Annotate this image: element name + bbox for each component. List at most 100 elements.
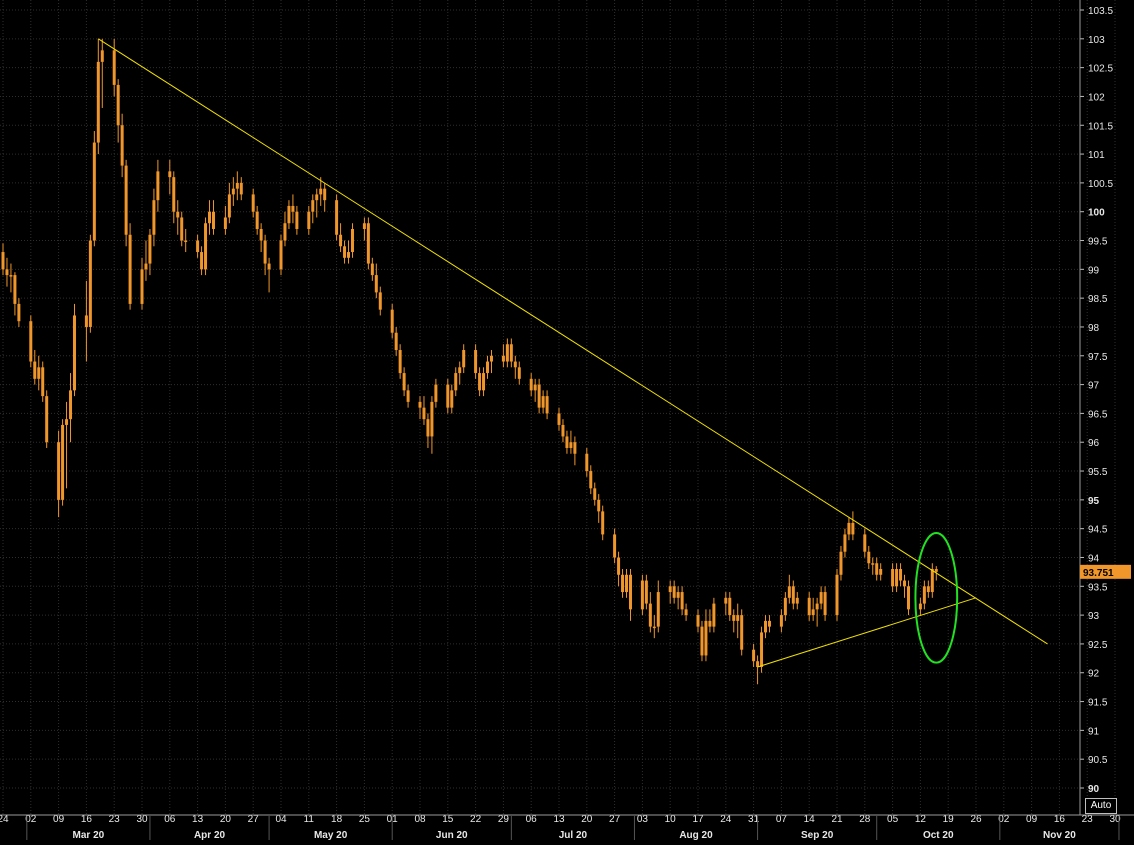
- y-tick-label: 102.5: [1088, 64, 1113, 75]
- candle-body: [208, 211, 212, 224]
- candle: [231, 177, 235, 206]
- candle-body: [795, 597, 799, 604]
- y-tick-label: 96.5: [1088, 409, 1108, 420]
- candle-body: [541, 396, 545, 408]
- candle: [211, 200, 215, 235]
- candle: [235, 171, 239, 201]
- candle-body: [708, 620, 712, 627]
- x-month-label: Apr 20: [194, 830, 226, 840]
- candle: [128, 223, 132, 310]
- x-day-label: 19: [943, 814, 955, 825]
- x-day-label: 02: [998, 814, 1010, 825]
- y-tick-label: 99: [1088, 265, 1100, 276]
- candle-body: [168, 171, 172, 178]
- candle-body: [402, 373, 406, 391]
- candle-body: [573, 442, 577, 454]
- candle: [168, 159, 172, 195]
- candle-body: [45, 396, 49, 443]
- candle: [88, 234, 92, 333]
- candle: [740, 609, 744, 656]
- candle: [736, 603, 740, 639]
- candle: [621, 569, 625, 598]
- candle: [446, 378, 450, 414]
- candle-body: [200, 252, 204, 270]
- candle: [307, 205, 311, 235]
- candle: [533, 378, 537, 402]
- candle-body: [652, 626, 656, 629]
- candle-body: [537, 384, 541, 408]
- candle-body: [251, 194, 255, 212]
- y-tick-label: 100: [1088, 208, 1105, 219]
- candle: [390, 303, 394, 339]
- highlight: [914, 531, 959, 664]
- candle-body: [930, 569, 934, 593]
- candle-body: [180, 217, 184, 241]
- candle: [482, 367, 486, 397]
- candle-body: [811, 609, 815, 616]
- x-day-label: 14: [804, 814, 816, 825]
- candle: [625, 569, 629, 598]
- candle-body: [398, 350, 402, 374]
- x-day-label: 09: [1026, 814, 1038, 825]
- candle: [41, 361, 45, 402]
- candle-body: [839, 551, 843, 575]
- candle: [704, 609, 708, 662]
- candle-body: [783, 597, 787, 616]
- candle-body: [61, 424, 65, 500]
- candle: [200, 246, 204, 276]
- candle: [839, 545, 843, 581]
- candle: [116, 79, 120, 143]
- candle: [343, 240, 347, 264]
- candle-body: [57, 442, 61, 500]
- candle-body: [434, 384, 438, 402]
- candle: [565, 430, 569, 454]
- candle: [819, 586, 823, 610]
- candle: [851, 511, 855, 541]
- candle-body: [676, 592, 680, 598]
- candle: [394, 326, 398, 356]
- candle-body: [33, 361, 37, 379]
- y-tick-label: 94.5: [1088, 525, 1108, 536]
- candle: [434, 378, 438, 408]
- candle-body: [489, 355, 493, 362]
- candle: [450, 384, 454, 414]
- candle: [287, 200, 291, 229]
- candle-body: [378, 292, 382, 310]
- trendlines: [98, 38, 1048, 668]
- x-day-label: 30: [1109, 814, 1121, 825]
- candle: [65, 401, 69, 489]
- candle-body: [875, 563, 879, 575]
- candle: [319, 177, 323, 206]
- auto-scale-button[interactable]: Auto: [1085, 798, 1117, 814]
- x-day-label: 11: [304, 814, 315, 825]
- x-day-label: 18: [331, 814, 343, 825]
- candle: [672, 580, 676, 604]
- candle: [680, 586, 684, 616]
- candle-body: [390, 309, 394, 333]
- candle-body: [597, 499, 601, 512]
- candle: [807, 592, 811, 621]
- candle: [263, 234, 267, 276]
- highlight-ellipse: [914, 531, 959, 664]
- candle: [509, 338, 513, 368]
- candle: [891, 563, 895, 593]
- grid: [0, 0, 1116, 815]
- support-trendline: [757, 597, 977, 668]
- candle: [513, 355, 517, 379]
- candle: [5, 257, 9, 287]
- candle-body: [430, 401, 434, 437]
- candle: [930, 563, 934, 598]
- candle: [895, 563, 899, 593]
- candle: [176, 200, 180, 235]
- y-tick-label: 97.5: [1088, 352, 1108, 363]
- candle: [100, 38, 104, 108]
- y-tick-label: 102: [1088, 92, 1105, 103]
- candle: [593, 482, 597, 506]
- candle-body: [239, 182, 243, 195]
- candle-body: [736, 615, 740, 621]
- x-day-label: 27: [609, 814, 621, 825]
- candle: [756, 655, 760, 685]
- x-day-label: 20: [220, 814, 232, 825]
